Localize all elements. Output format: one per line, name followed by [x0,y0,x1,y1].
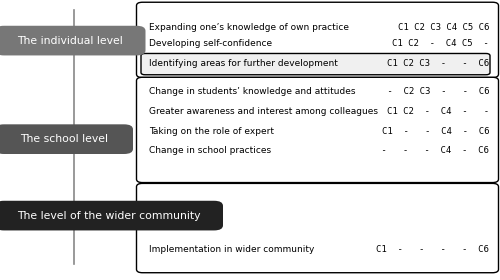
Text: C1 C2  -  C4 C5  -: C1 C2 - C4 C5 - [392,39,489,48]
Text: The individual level: The individual level [18,36,123,46]
Text: Developing self-confidence: Developing self-confidence [149,39,272,48]
FancyBboxPatch shape [0,124,133,154]
Text: Taking on the role of expert: Taking on the role of expert [149,127,274,136]
Text: C1  -   -  C4  -  C6: C1 - - C4 - C6 [382,127,489,136]
FancyBboxPatch shape [0,201,223,230]
Text: C1 C2 C3 C4 C5 C6: C1 C2 C3 C4 C5 C6 [398,24,489,32]
Text: Change in students’ knowledge and attitudes: Change in students’ knowledge and attitu… [149,87,356,96]
Text: Greater awareness and interest among colleagues: Greater awareness and interest among col… [149,107,378,116]
Text: -   -   -  C4  -  C6: - - - C4 - C6 [376,146,489,155]
Text: C1 C2  -  C4  -   -: C1 C2 - C4 - - [387,107,489,116]
FancyBboxPatch shape [0,26,146,55]
Text: Change in school practices: Change in school practices [149,146,271,155]
Text: -  C2 C3  -   -  C6: - C2 C3 - - C6 [382,87,489,96]
FancyBboxPatch shape [141,53,490,75]
FancyBboxPatch shape [136,183,498,273]
Text: Expanding one’s knowledge of own practice: Expanding one’s knowledge of own practic… [149,24,349,32]
Text: C1 C2 C3  -   -  C6: C1 C2 C3 - - C6 [387,59,489,68]
Text: C1  -   -   -   -  C6: C1 - - - - C6 [376,245,489,254]
FancyBboxPatch shape [136,77,498,183]
Text: The level of the wider community: The level of the wider community [17,211,201,221]
FancyBboxPatch shape [136,2,498,78]
Text: Implementation in wider community: Implementation in wider community [149,245,314,254]
Text: Identifying areas for further development: Identifying areas for further developmen… [149,59,338,68]
Text: The school level: The school level [20,134,108,144]
